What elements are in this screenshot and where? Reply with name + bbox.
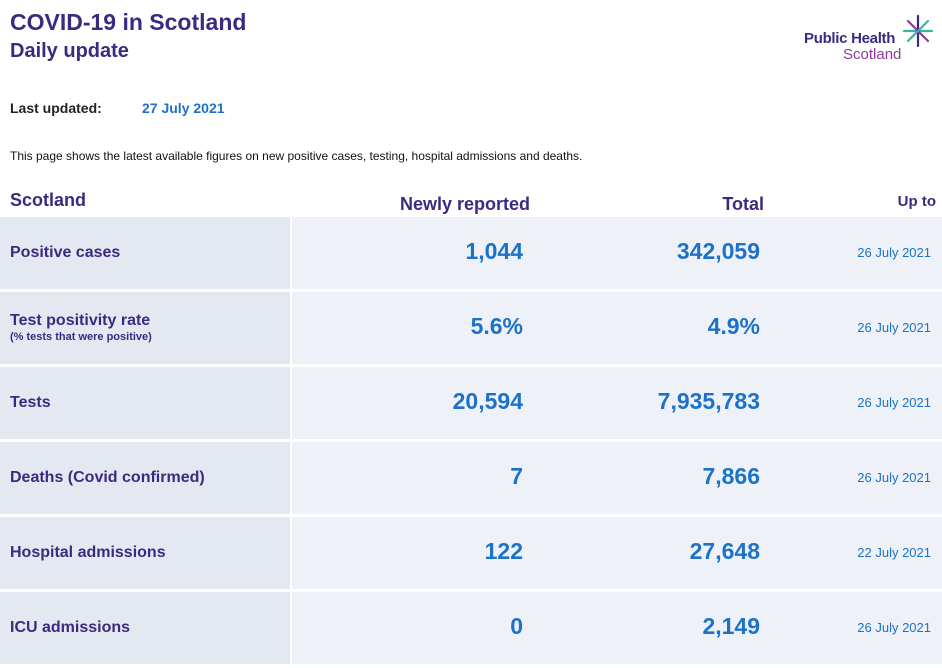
table-row: Tests 20,594 7,935,783 26 July 2021	[0, 367, 942, 439]
table-row: ICU admissions 0 2,149 26 July 2021	[0, 592, 942, 664]
row-name: Tests	[10, 394, 51, 411]
row-data-cell	[292, 217, 942, 289]
row-up-to-date: 26 July 2021	[857, 395, 931, 410]
row-name: ICU admissions	[10, 619, 131, 636]
row-label-cell	[0, 217, 290, 289]
page-subtitle: Daily update	[10, 40, 129, 62]
row-total-value: 7,866	[702, 463, 760, 489]
row-total-value: 27,648	[689, 538, 760, 564]
row-up-to-date: 26 July 2021	[857, 470, 931, 485]
column-header-newly-reported: Newly reported	[399, 194, 530, 214]
page-title: COVID-19 in Scotland	[10, 9, 247, 35]
row-new-value: 122	[484, 538, 523, 564]
row-total-value: 2,149	[702, 613, 760, 639]
phs-star-icon	[902, 14, 934, 48]
row-name: Test positivity rate	[10, 312, 151, 329]
row-name: Deaths (Covid confirmed)	[10, 469, 205, 486]
table-row: Deaths (Covid confirmed) 7 7,866 26 July…	[0, 442, 942, 514]
row-name: Hospital admissions	[10, 544, 166, 561]
row-up-to-date: 22 July 2021	[857, 545, 931, 560]
row-data-cell	[292, 367, 942, 439]
logo-line-2: Scotland	[843, 46, 902, 63]
row-label-cell	[0, 442, 290, 514]
table-row: Test positivity rate (% tests that were …	[0, 292, 942, 364]
last-updated-label: Last updated:	[10, 100, 102, 116]
row-total-value: 7,935,783	[657, 388, 760, 414]
last-updated-date: 27 July 2021	[142, 100, 225, 116]
row-new-value: 0	[510, 613, 523, 639]
row-data-cell	[292, 517, 942, 589]
row-data-cell	[292, 442, 942, 514]
table-row: Positive cases 1,044 342,059 26 July 202…	[0, 217, 942, 289]
row-new-value: 7	[510, 463, 523, 489]
row-new-value: 20,594	[452, 388, 523, 414]
row-total-value: 4.9%	[707, 313, 760, 339]
column-header-up-to: Up to	[897, 193, 936, 210]
intro-text: This page shows the latest available fig…	[10, 149, 583, 163]
logo-line-1: Public Health	[804, 30, 896, 47]
row-up-to-date: 26 July 2021	[857, 320, 931, 335]
row-label-cell	[0, 517, 290, 589]
row-subtitle: (% tests that were positive)	[10, 331, 152, 343]
public-health-scotland-logo: Public Health Scotland	[798, 14, 938, 66]
row-label-cell	[0, 292, 290, 364]
column-header-region: Scotland	[10, 190, 87, 210]
row-up-to-date: 26 July 2021	[857, 620, 931, 635]
row-label-cell	[0, 592, 290, 664]
row-data-cell	[292, 292, 942, 364]
row-up-to-date: 26 July 2021	[857, 245, 931, 260]
row-new-value: 1,044	[465, 238, 523, 264]
row-label-cell	[0, 367, 290, 439]
row-data-cell	[292, 592, 942, 664]
row-new-value: 5.6%	[470, 313, 523, 339]
column-header-total: Total	[722, 194, 764, 214]
row-total-value: 342,059	[676, 238, 760, 264]
row-name: Positive cases	[10, 244, 121, 261]
table-row: Hospital admissions 122 27,648 22 July 2…	[0, 517, 942, 589]
